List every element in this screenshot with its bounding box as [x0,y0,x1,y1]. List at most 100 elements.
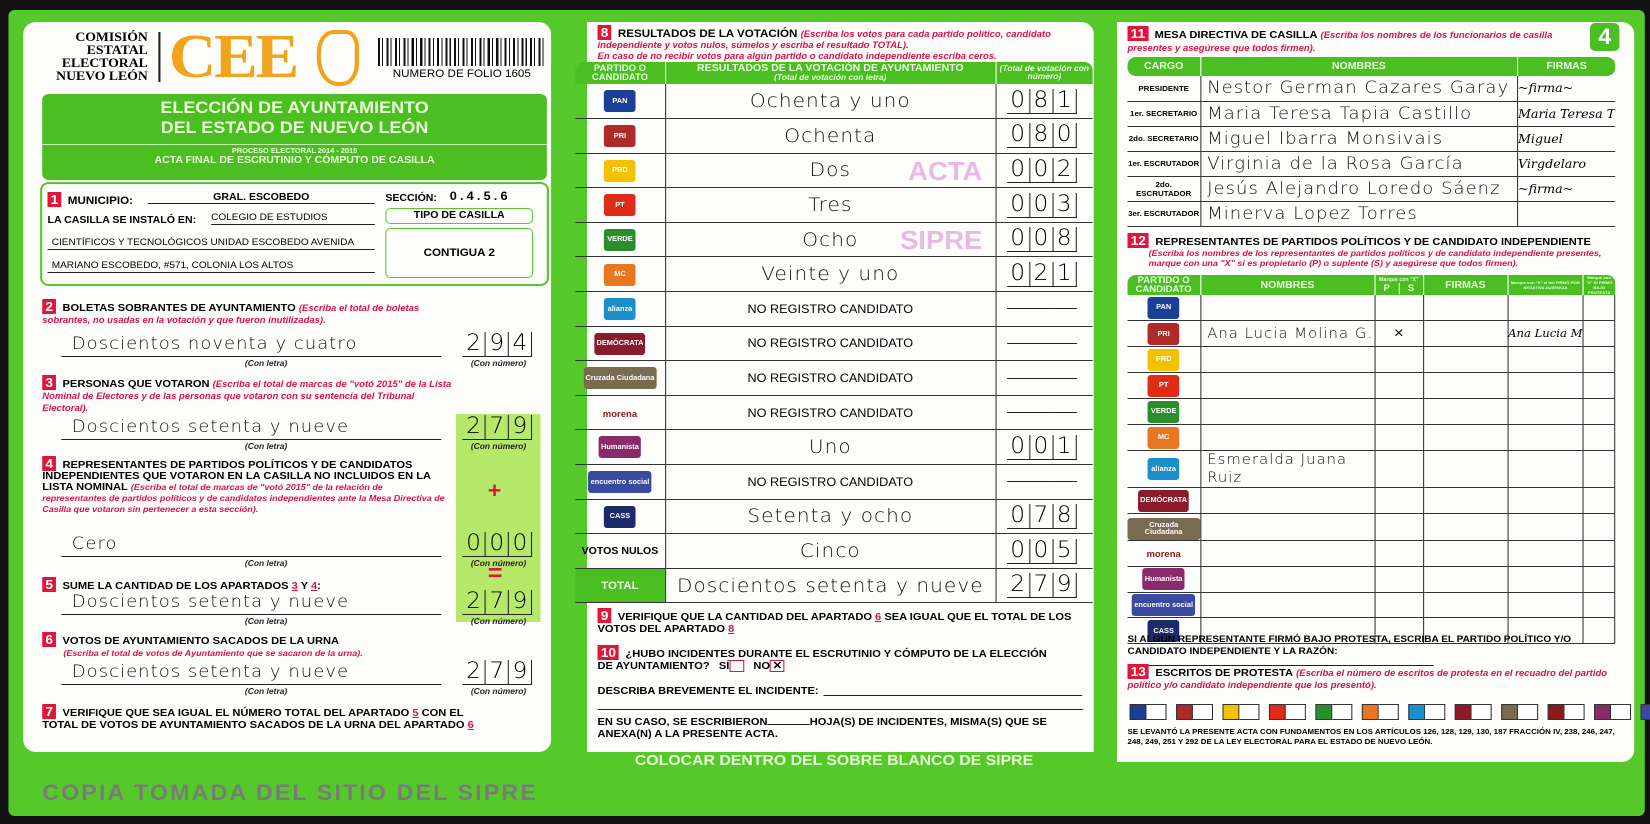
firma-field[interactable] [1507,513,1584,541]
nombre-field[interactable]: Jesús Alejandro Loredo Sáenz [1199,176,1518,202]
nombre-field[interactable] [1199,487,1375,514]
p-checkbox[interactable] [1374,592,1424,619]
no-firmo-checkbox[interactable] [1582,450,1615,488]
protest-box[interactable] [1129,704,1167,720]
nombre-field[interactable] [1199,424,1375,451]
firma-field[interactable] [1507,540,1584,567]
p-checkbox[interactable] [1374,513,1424,541]
nombre-field[interactable] [1199,540,1375,567]
s-checkbox[interactable] [1422,424,1508,451]
protest-box[interactable] [1268,704,1306,720]
protesta-checkbox[interactable] [1614,424,1616,451]
describe-field-2[interactable] [597,700,1084,710]
firma-field[interactable] [1507,617,1584,645]
protesta-checkbox[interactable] [1614,346,1616,374]
nombre-field[interactable]: Miguel Ibarra Monsivais [1199,126,1518,152]
nombre-field[interactable] [1199,617,1375,645]
nulos-letra-field[interactable]: Cinco [664,533,996,569]
no-checkbox[interactable]: ✕ [770,660,785,673]
p-checkbox[interactable] [1374,346,1424,374]
municipio-field[interactable]: GRAL. ESCOBEDO [147,192,375,204]
firma-field[interactable] [1507,372,1584,400]
s4-letra-field[interactable]: Cero [71,534,118,554]
votes-letra-field[interactable]: Tres [664,187,996,223]
protesta-checkbox[interactable] [1614,513,1616,541]
s-checkbox[interactable] [1422,513,1508,541]
tipo-casilla-value[interactable]: CONTIGUA 2 [385,228,534,278]
nombre-field[interactable] [1199,398,1375,425]
seccion-field[interactable]: 0.4.5.6 [449,189,511,203]
votes-letra-field[interactable]: Dos ACTA [664,153,996,189]
nombre-field[interactable] [1199,346,1375,374]
protest-box[interactable] [1315,704,1353,720]
protest-box[interactable] [1222,704,1260,720]
votes-letra-field[interactable]: Setenta y ocho [664,499,996,535]
no-firmo-checkbox[interactable] [1582,295,1615,322]
no-firmo-checkbox[interactable] [1582,513,1615,541]
protesta-checkbox[interactable] [1614,372,1616,400]
firma-field[interactable] [1507,346,1584,374]
s-checkbox[interactable] [1422,617,1508,645]
votes-letra-field[interactable]: NO REGISTRO CANDIDATO [664,291,996,327]
address-line-1[interactable]: COLEGIO DE ESTUDIOS [211,212,375,225]
nombre-field[interactable]: Ana Lucia Molina G. [1199,320,1375,348]
no-firmo-checkbox[interactable] [1582,592,1615,619]
firma-field[interactable] [1507,592,1584,619]
votes-number-field[interactable] [994,291,1093,327]
protesta-checkbox[interactable] [1614,320,1616,348]
firma-field[interactable]: Ana Lucia M [1507,320,1584,348]
firma-field[interactable]: Virgdelaro [1516,151,1616,177]
protesta-checkbox[interactable] [1614,540,1616,567]
p-checkbox[interactable] [1374,372,1424,400]
firma-field[interactable]: Miguel [1516,126,1616,152]
s-checkbox[interactable] [1422,295,1508,322]
protesta-checkbox[interactable] [1614,487,1616,514]
protesta-checkbox[interactable] [1614,566,1616,593]
s-checkbox[interactable] [1422,372,1508,400]
s6-letra-field[interactable]: Doscientos setenta y nueve [71,662,350,682]
s-checkbox[interactable] [1422,592,1508,619]
votes-letra-field[interactable]: Veinte y uno [664,256,996,293]
nombre-field[interactable]: Maria Teresa Tapia Castillo [1199,101,1518,127]
votes-letra-field[interactable]: NO REGISTRO CANDIDATO [664,395,996,431]
protest-box[interactable] [1640,704,1650,720]
protest-box[interactable] [1594,704,1632,720]
p-checkbox[interactable] [1374,424,1424,451]
firma-field[interactable] [1507,424,1584,451]
protesta-checkbox[interactable] [1614,295,1616,322]
votes-letra-field[interactable]: Ochenta y uno [664,84,996,120]
p-checkbox[interactable] [1374,295,1424,322]
firma-field[interactable] [1507,450,1584,488]
nombre-field[interactable]: Virginia de la Rosa García [1199,151,1518,177]
protesta-checkbox[interactable] [1614,617,1616,645]
no-firmo-checkbox[interactable] [1582,424,1615,451]
describe-field[interactable] [823,686,1083,696]
votes-letra-field[interactable]: NO REGISTRO CANDIDATO [664,360,996,396]
firma-field[interactable] [1507,487,1584,514]
p-checkbox[interactable]: × [1374,320,1424,348]
s-checkbox[interactable] [1422,540,1508,567]
firma-field[interactable]: ~firma~ [1516,76,1616,102]
nombre-field[interactable] [1199,566,1375,593]
firma-field[interactable] [1507,398,1584,425]
votes-letra-field[interactable]: Ocho SIPRE [664,222,996,258]
nombre-field[interactable] [1199,295,1375,322]
protest-box[interactable] [1501,704,1539,720]
no-firmo-checkbox[interactable] [1582,320,1615,348]
s-checkbox[interactable] [1422,450,1508,488]
s3-letra-field[interactable]: Doscientos setenta y nueve [71,417,350,437]
protesta-checkbox[interactable] [1614,398,1616,425]
nombre-field[interactable] [1199,372,1375,400]
p-checkbox[interactable] [1374,617,1424,645]
p-checkbox[interactable] [1374,450,1424,488]
s-checkbox[interactable] [1422,346,1508,374]
